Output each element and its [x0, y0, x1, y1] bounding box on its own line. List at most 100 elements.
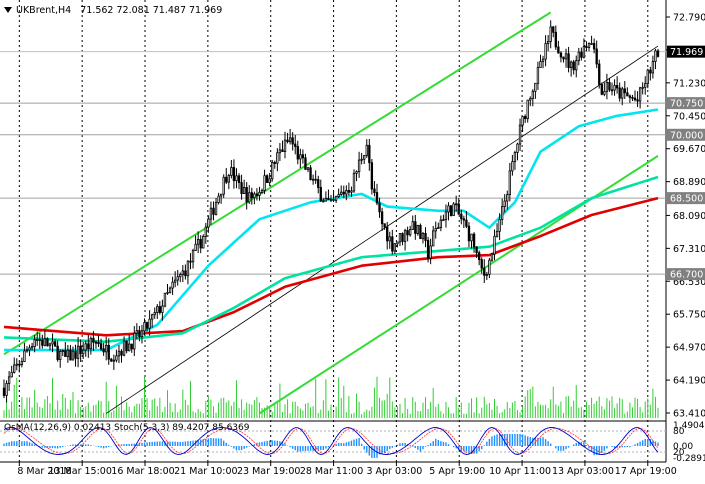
moving-average-red [3, 196, 659, 337]
candle-body [217, 195, 220, 203]
header-arrow-icon [4, 7, 12, 13]
candle-body [414, 221, 417, 234]
candle-body [294, 143, 297, 147]
candle-body [485, 274, 489, 276]
candle-body [311, 178, 315, 181]
candle-body [656, 50, 660, 57]
candle-body [575, 60, 578, 71]
candle-body [421, 232, 425, 240]
candle-body [176, 276, 179, 281]
level-flag [667, 192, 705, 205]
candle-body [156, 306, 159, 313]
level-flag-label: 70.000 [670, 130, 703, 141]
candle-body [350, 190, 353, 193]
candle-body [373, 188, 376, 193]
candle-body [577, 51, 580, 62]
chart-grid [18, 0, 649, 462]
candle-body [89, 337, 93, 350]
candle-body [444, 211, 448, 221]
candle-body [403, 230, 407, 242]
candle-body [603, 91, 606, 95]
candle-body [33, 339, 36, 347]
candle-body [115, 355, 118, 361]
candle-body [518, 124, 522, 145]
candle-body [337, 194, 340, 197]
candle-body [352, 172, 356, 192]
candle-body [495, 230, 499, 237]
current-price-label: 71.969 [670, 47, 703, 58]
candle-body [483, 267, 486, 276]
level-flag-label: 70.750 [670, 99, 703, 110]
candle-body [646, 69, 649, 85]
candle-body [409, 229, 412, 236]
candle-body [580, 51, 583, 58]
time-tick-label: 13 Mar 15:00 [48, 466, 111, 477]
candle-body [145, 322, 149, 329]
candle-body [2, 387, 6, 396]
candle-body [237, 175, 241, 184]
candle-body [281, 149, 284, 153]
price-tick-label: 68.090 [673, 211, 705, 222]
candle-body [202, 235, 205, 249]
candle-body [148, 318, 151, 329]
candle-body [626, 92, 629, 97]
time-tick-label: 13 Apr 03:00 [552, 466, 614, 477]
channel-upper-line [3, 11, 552, 356]
candle-body [327, 197, 330, 200]
candle-body [541, 58, 545, 62]
candle-body [559, 52, 563, 58]
candle-body [171, 281, 174, 289]
candle-body [401, 233, 404, 242]
candle-body [286, 139, 289, 143]
candle-body [470, 233, 473, 242]
candle-body [59, 351, 62, 360]
candle-body [475, 246, 478, 254]
candle-body [181, 270, 184, 275]
candle-body [194, 243, 197, 251]
candle-body [317, 179, 320, 188]
candle-body [334, 196, 338, 201]
oscillator-tick-label: -0.28915 [673, 454, 705, 464]
candle-body [46, 338, 49, 347]
candle-body [638, 87, 642, 102]
price-tick-label: 70.450 [673, 111, 705, 122]
level-flag-label: 68.500 [670, 194, 703, 205]
candle-body [442, 219, 445, 222]
candle-body [549, 26, 552, 42]
candle-body [393, 243, 397, 252]
svg-text:UKBrent,H4 71.562 72.081: UKBrent,H4 71.562 72.081 71.487 71.969 [16, 5, 222, 16]
candle-body [207, 218, 210, 228]
chart-header: UKBrent,H4 71.562 72.081 71.487 71.969 [4, 5, 222, 16]
candle-body [122, 340, 126, 356]
candle-body [94, 341, 98, 344]
candle-body [271, 162, 274, 180]
time-tick-label: 3 Apr 03:00 [366, 466, 422, 477]
level-flag [667, 268, 705, 281]
candle-body [340, 191, 343, 195]
candle-body [523, 116, 527, 120]
candle-body [253, 193, 256, 199]
candle-body [227, 175, 230, 183]
candle-body [153, 312, 156, 316]
time-tick-label: 10 Apr 11:00 [489, 466, 551, 477]
candle-body [314, 178, 317, 181]
price-tick-label: 69.670 [673, 144, 705, 155]
time-tick-label: 21 Mar 10:00 [174, 466, 237, 477]
candle-body [610, 89, 614, 92]
candle-body [452, 203, 455, 217]
moving-average-green [3, 175, 659, 344]
candle-body [306, 167, 310, 170]
candle-body [383, 223, 386, 228]
price-tick-label: 71.230 [673, 78, 705, 89]
candle-body [539, 61, 542, 68]
candle-body [615, 85, 619, 89]
candle-body [618, 87, 621, 99]
candle-body [74, 350, 77, 359]
candle-body [536, 67, 540, 84]
candle-body [582, 46, 586, 58]
candle-body [255, 193, 259, 196]
candle-body [396, 241, 399, 245]
candle-body [447, 205, 450, 213]
